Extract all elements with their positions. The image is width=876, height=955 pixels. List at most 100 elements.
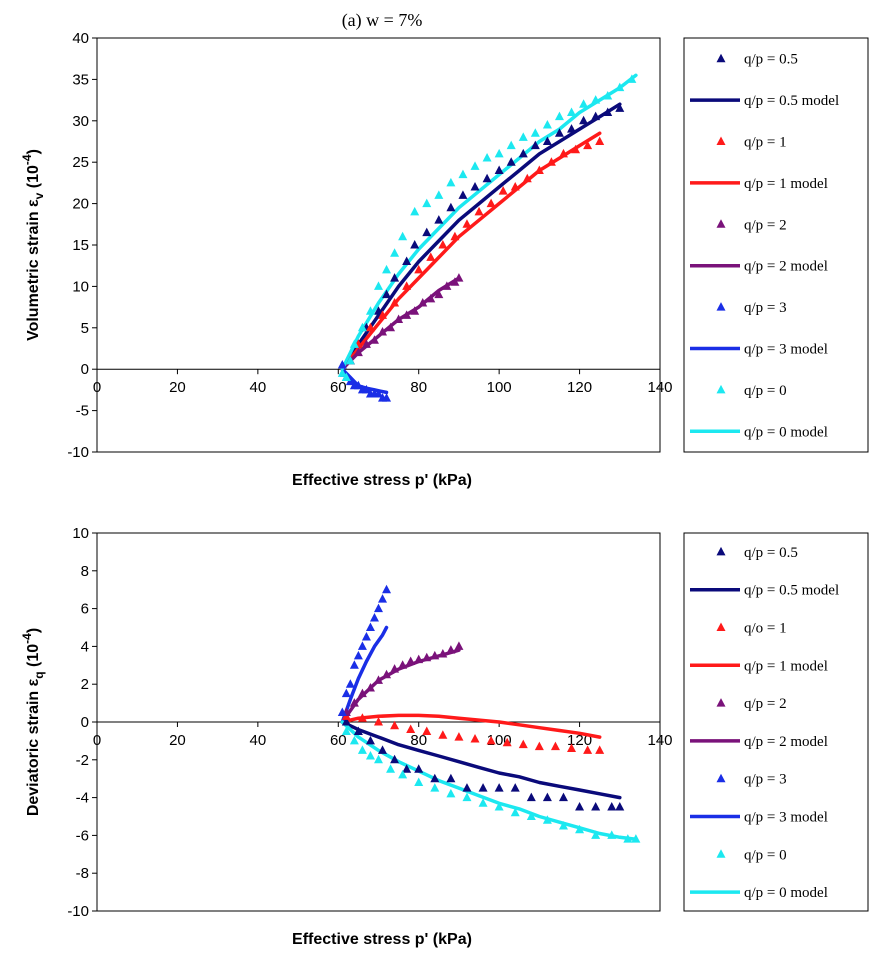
y-tick-label: -4 [76, 790, 89, 807]
series-line [340, 131, 602, 371]
legend-label: q/p = 0 model [744, 885, 828, 901]
y-tick-label: 30 [72, 113, 89, 130]
chart1-y-sub: v [32, 192, 46, 199]
data-point [482, 173, 492, 183]
data-point [583, 745, 593, 754]
data-point [386, 322, 396, 332]
data-point [418, 297, 428, 307]
data-point [446, 202, 456, 212]
data-point [382, 289, 392, 299]
x-tick-label: 20 [169, 379, 186, 396]
y-tick-label: -10 [67, 903, 89, 920]
y-tick-label: -5 [76, 403, 89, 420]
data-point [470, 734, 480, 743]
data-point [558, 148, 568, 158]
chart1-x-axis-label: Effective stress p' (kPa) [292, 472, 472, 489]
data-point [591, 830, 601, 839]
data-point [554, 111, 564, 121]
legend-label: q/p = 2 [744, 217, 787, 233]
data-point [470, 182, 480, 191]
data-point [518, 132, 528, 141]
chart1-legend-items: q/p = 0.5 q/p = 0.5 model q/p = 1 q/p = 1 m… [690, 52, 839, 440]
chart2-legend-items: q/p = 0.5 q/p = 0.5 model q/o = 1 q/p = 1 m… [690, 545, 839, 901]
legend-label: q/p = 2 model [744, 734, 828, 750]
figure-title: (a) w = 7% [342, 10, 423, 31]
data-point [550, 741, 560, 751]
data-point [470, 161, 480, 170]
data-point [478, 798, 488, 807]
x-tick-label: 140 [647, 379, 672, 396]
data-point [349, 339, 359, 348]
data-point [458, 169, 468, 179]
data-point [510, 807, 520, 817]
series-line [340, 102, 622, 371]
legend-label: q/p = 0 model [744, 424, 828, 440]
y-tick-label: -8 [76, 865, 89, 882]
data-point [357, 641, 367, 650]
data-point [365, 682, 375, 692]
data-point [567, 107, 577, 117]
data-point [398, 660, 408, 669]
x-tick-label: 80 [410, 379, 427, 396]
legend-marker [716, 546, 726, 556]
chart2-y-axis-label: Deviatoric strain εq (10-4) [20, 628, 46, 816]
data-point [526, 792, 536, 802]
data-point [442, 281, 452, 290]
data-point [398, 231, 408, 241]
legend-marker [716, 384, 726, 394]
data-point [558, 792, 568, 802]
data-point [627, 74, 637, 83]
y-tick-label: 0 [81, 714, 89, 731]
data-point [353, 650, 363, 660]
data-point [575, 824, 585, 834]
data-point [390, 273, 400, 282]
y-tick-label: -6 [76, 827, 89, 844]
data-point [595, 745, 605, 754]
data-point [341, 726, 351, 735]
data-point [502, 737, 512, 747]
legend-label: q/p = 1 model [744, 658, 828, 674]
data-point [414, 777, 424, 786]
data-point [357, 322, 367, 332]
data-point [534, 741, 544, 751]
data-point [430, 773, 440, 783]
y-tick-label: 0 [81, 361, 89, 378]
data-point [349, 735, 359, 745]
data-point [506, 140, 516, 150]
data-point [591, 95, 601, 104]
data-point [554, 128, 564, 137]
data-point [579, 115, 589, 125]
data-point [361, 384, 371, 394]
data-point [603, 90, 613, 100]
data-point [446, 645, 456, 654]
data-point [374, 675, 383, 684]
legend-marker [716, 136, 726, 145]
data-point [615, 802, 625, 811]
data-point [446, 788, 456, 798]
data-point [361, 339, 371, 348]
data-point [438, 240, 448, 249]
data-point [458, 190, 468, 199]
series-line [340, 625, 389, 724]
chart2-y-unit-post: ) [25, 628, 42, 633]
y-tick-label: 6 [81, 601, 89, 618]
x-tick-label: 140 [647, 732, 672, 749]
data-point [607, 830, 617, 839]
data-point [337, 368, 347, 377]
y-tick-label: 40 [72, 30, 89, 47]
data-point [341, 688, 351, 698]
data-point [518, 739, 528, 749]
legend-label: q/p = 0 [744, 847, 787, 863]
data-point [410, 240, 420, 249]
data-point [506, 157, 516, 166]
x-tick-label: 80 [410, 732, 427, 749]
data-point [454, 641, 464, 650]
y-tick-label: 5 [81, 320, 89, 337]
data-point [361, 631, 371, 641]
data-point [402, 256, 412, 266]
y-tick-label: 25 [72, 154, 89, 171]
data-point [345, 355, 355, 365]
